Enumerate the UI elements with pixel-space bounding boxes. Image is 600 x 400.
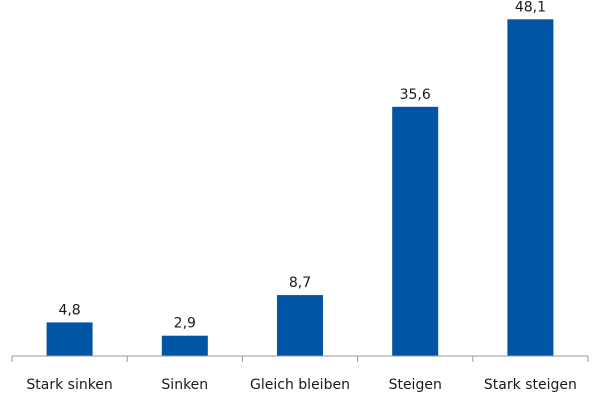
bar-value-label: 48,1 xyxy=(515,0,546,15)
category-labels-group: Stark sinken Sinken Gleich bleiben Steigen S… xyxy=(26,377,576,393)
category-label: Sinken xyxy=(161,377,208,393)
bar xyxy=(507,19,554,357)
bar-value-label: 35,6 xyxy=(400,87,431,103)
bars-group xyxy=(46,19,554,357)
bar xyxy=(277,295,323,356)
bar xyxy=(392,106,439,356)
value-labels-group: 4,8 2,9 8,7 35,6 48,1 xyxy=(58,0,546,332)
category-label: Stark steigen xyxy=(484,377,577,393)
category-label: Stark sinken xyxy=(26,377,112,393)
category-label: Gleich bleiben xyxy=(250,377,350,393)
x-axis-ticks xyxy=(11,356,589,362)
bar-value-label: 2,9 xyxy=(174,316,196,332)
bar xyxy=(46,322,93,356)
bar-value-label: 4,8 xyxy=(58,302,80,318)
bar-value-label: 8,7 xyxy=(289,275,311,291)
category-label: Steigen xyxy=(389,377,442,393)
bar xyxy=(161,335,208,356)
